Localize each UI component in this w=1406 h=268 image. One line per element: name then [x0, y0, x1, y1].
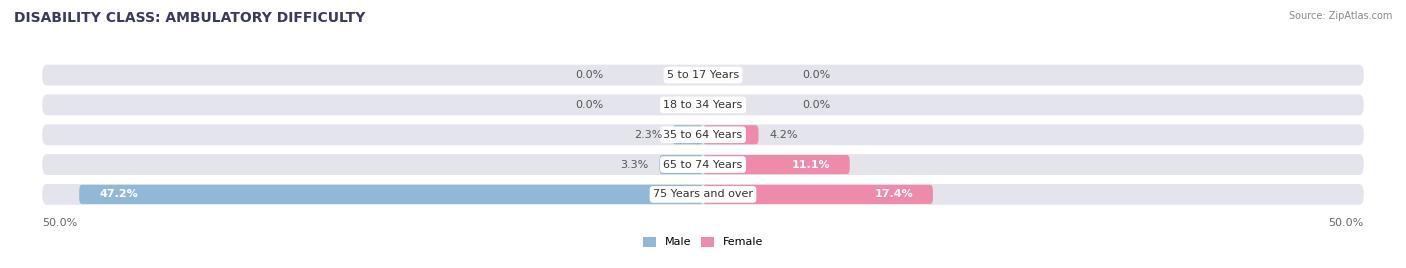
FancyBboxPatch shape [703, 125, 758, 144]
Text: DISABILITY CLASS: AMBULATORY DIFFICULTY: DISABILITY CLASS: AMBULATORY DIFFICULTY [14, 11, 366, 25]
Legend: Male, Female: Male, Female [638, 232, 768, 252]
Text: 17.4%: 17.4% [875, 189, 912, 199]
Text: 0.0%: 0.0% [575, 100, 605, 110]
Text: 47.2%: 47.2% [98, 189, 138, 199]
Text: 5 to 17 Years: 5 to 17 Years [666, 70, 740, 80]
Text: 4.2%: 4.2% [769, 130, 797, 140]
Text: 0.0%: 0.0% [801, 70, 831, 80]
FancyBboxPatch shape [703, 155, 849, 174]
Text: 50.0%: 50.0% [42, 218, 77, 228]
Text: 0.0%: 0.0% [575, 70, 605, 80]
Text: 0.0%: 0.0% [801, 100, 831, 110]
FancyBboxPatch shape [42, 65, 1364, 85]
FancyBboxPatch shape [42, 184, 1364, 205]
Text: 35 to 64 Years: 35 to 64 Years [664, 130, 742, 140]
FancyBboxPatch shape [42, 154, 1364, 175]
Text: 11.1%: 11.1% [792, 159, 830, 170]
Text: 65 to 74 Years: 65 to 74 Years [664, 159, 742, 170]
Text: 3.3%: 3.3% [620, 159, 648, 170]
FancyBboxPatch shape [42, 124, 1364, 145]
Text: Source: ZipAtlas.com: Source: ZipAtlas.com [1288, 11, 1392, 21]
FancyBboxPatch shape [659, 155, 703, 174]
Text: 75 Years and over: 75 Years and over [652, 189, 754, 199]
Text: 50.0%: 50.0% [1329, 218, 1364, 228]
FancyBboxPatch shape [79, 185, 703, 204]
Text: 18 to 34 Years: 18 to 34 Years [664, 100, 742, 110]
FancyBboxPatch shape [672, 125, 703, 144]
Text: 2.3%: 2.3% [634, 130, 662, 140]
FancyBboxPatch shape [42, 95, 1364, 115]
FancyBboxPatch shape [703, 185, 934, 204]
